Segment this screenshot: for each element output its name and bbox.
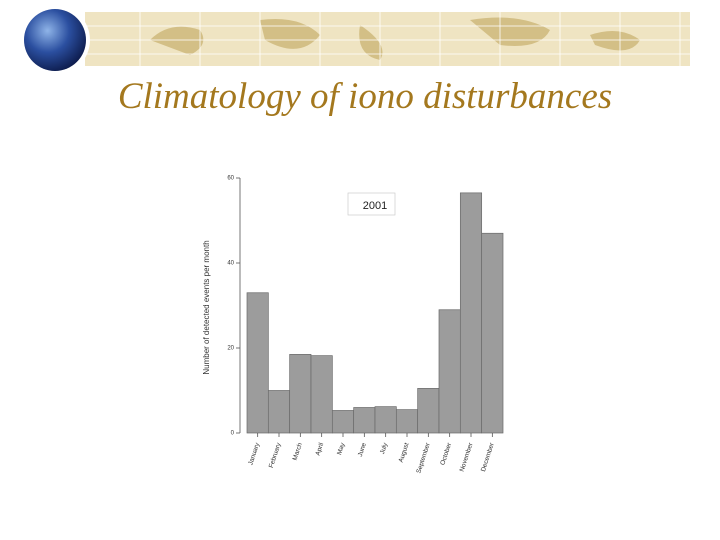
x-tick-label: October [439,441,453,466]
bar [353,407,376,434]
bar [438,309,461,434]
y-tick-label: 60 [227,176,234,182]
x-tick-label: July [379,441,389,455]
x-tick-label: September [415,441,432,474]
y-tick-label: 20 [227,346,234,352]
x-tick-label: August [398,442,411,464]
bar [246,292,269,434]
x-tick-label: April [315,441,326,456]
x-tick-label: February [268,441,283,469]
bar [374,406,397,434]
bar [310,355,333,434]
x-tick-label: May [336,441,347,456]
legend-box [347,192,396,216]
x-tick-label: June [357,442,368,458]
bar [459,192,483,434]
bar [417,388,440,434]
globe [24,9,86,71]
bar [289,354,312,434]
legend-label: 2001 [363,200,387,212]
map-grid [85,12,690,66]
bar [267,390,291,434]
x-tick-label: March [292,442,304,462]
bar [331,410,355,434]
bar [395,409,419,434]
chart: 0 20 40 60 Number of detected events per mon… [202,176,504,474]
bar [481,232,504,434]
x-tick-label: November [459,441,475,472]
y-axis-label: Number of detected events per month [202,240,211,374]
slide-title: Climatology of iono disturbances [118,76,612,117]
x-tick-label: December [480,441,496,472]
y-tick-label: 40 [227,261,234,267]
map-shapes [150,17,640,61]
header-decoration [20,5,690,75]
x-tick-label: January [247,441,261,466]
y-tick-label: 0 [231,431,235,437]
